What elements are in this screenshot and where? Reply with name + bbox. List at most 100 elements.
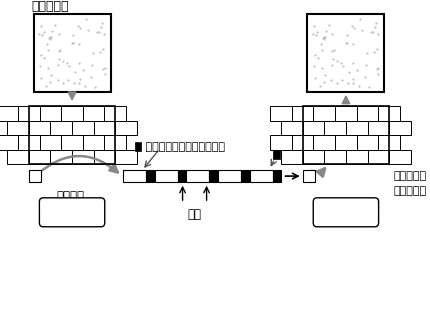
Point bbox=[52, 22, 58, 27]
Bar bbox=[93, 121, 115, 135]
Point bbox=[46, 36, 52, 41]
Bar bbox=[177, 170, 185, 182]
Point bbox=[313, 29, 320, 35]
Point bbox=[55, 49, 62, 54]
Bar bbox=[378, 106, 399, 121]
Bar bbox=[115, 121, 137, 135]
Bar bbox=[272, 170, 280, 182]
Point bbox=[56, 48, 63, 53]
Point bbox=[361, 63, 368, 68]
Bar bbox=[7, 150, 29, 164]
Point bbox=[373, 46, 380, 51]
Bar bbox=[50, 121, 72, 135]
Point bbox=[97, 50, 104, 55]
Point bbox=[70, 33, 77, 38]
Bar bbox=[209, 170, 217, 182]
Point bbox=[322, 28, 329, 34]
Bar bbox=[18, 135, 40, 150]
Point bbox=[316, 83, 322, 88]
Text: 分组: 分组 bbox=[187, 208, 201, 221]
Point bbox=[99, 20, 106, 26]
Point bbox=[374, 71, 381, 77]
Bar bbox=[291, 106, 313, 121]
Point bbox=[367, 29, 374, 35]
Point bbox=[36, 63, 43, 69]
Point bbox=[75, 80, 82, 85]
Bar bbox=[307, 14, 384, 92]
Point bbox=[60, 58, 67, 63]
Point bbox=[333, 58, 340, 63]
Point bbox=[43, 83, 49, 88]
Point bbox=[374, 65, 381, 70]
Point bbox=[320, 36, 327, 41]
Text: 带着标签（报文首部）发送: 带着标签（报文首部）发送 bbox=[142, 142, 225, 152]
Bar bbox=[18, 106, 40, 121]
Bar bbox=[218, 170, 241, 182]
Point bbox=[45, 47, 52, 53]
Bar bbox=[154, 170, 177, 182]
Bar bbox=[0, 135, 18, 150]
Point bbox=[314, 55, 321, 61]
Point bbox=[80, 68, 86, 73]
Bar bbox=[7, 121, 29, 135]
Bar bbox=[313, 106, 335, 121]
Point bbox=[343, 41, 350, 46]
Point bbox=[54, 77, 61, 82]
Bar bbox=[134, 142, 141, 151]
Point bbox=[349, 80, 356, 85]
Bar bbox=[249, 170, 272, 182]
Bar bbox=[345, 121, 367, 135]
Point bbox=[75, 60, 82, 66]
Bar bbox=[123, 170, 146, 182]
Bar bbox=[323, 121, 345, 135]
Bar bbox=[83, 106, 104, 121]
Point bbox=[69, 41, 76, 46]
Bar bbox=[270, 135, 291, 150]
Point bbox=[75, 41, 82, 46]
Point bbox=[100, 66, 107, 72]
Bar bbox=[61, 135, 83, 150]
Bar bbox=[291, 135, 313, 150]
Bar bbox=[313, 135, 335, 150]
Point bbox=[98, 25, 104, 30]
Point bbox=[370, 50, 377, 55]
Bar bbox=[378, 135, 399, 150]
Bar bbox=[241, 170, 248, 182]
Point bbox=[43, 42, 50, 47]
Point bbox=[345, 69, 352, 75]
Point bbox=[84, 27, 91, 33]
Bar bbox=[335, 106, 356, 121]
Point bbox=[318, 47, 325, 53]
Bar bbox=[335, 135, 356, 150]
Bar bbox=[29, 150, 50, 164]
Point bbox=[70, 80, 77, 85]
Bar bbox=[146, 170, 154, 182]
Bar bbox=[40, 106, 61, 121]
Bar bbox=[302, 106, 388, 164]
Point bbox=[365, 85, 372, 90]
Bar bbox=[72, 121, 93, 135]
Bar bbox=[29, 121, 50, 135]
Bar bbox=[302, 121, 323, 135]
Point bbox=[59, 81, 66, 86]
Bar bbox=[40, 135, 61, 150]
Point bbox=[348, 41, 355, 46]
Bar bbox=[104, 106, 126, 121]
Bar bbox=[302, 150, 323, 164]
Point bbox=[101, 65, 108, 70]
Point bbox=[47, 80, 54, 85]
Bar bbox=[367, 121, 388, 135]
Point bbox=[37, 52, 44, 58]
Point bbox=[41, 55, 48, 61]
Point bbox=[356, 16, 363, 22]
Point bbox=[68, 41, 75, 46]
Bar bbox=[50, 150, 72, 164]
Point bbox=[354, 83, 361, 89]
Point bbox=[325, 22, 332, 27]
Bar bbox=[270, 106, 291, 121]
Point bbox=[373, 66, 380, 72]
Point bbox=[328, 49, 335, 54]
Bar bbox=[367, 150, 388, 164]
Point bbox=[76, 25, 83, 30]
Bar bbox=[323, 150, 345, 164]
